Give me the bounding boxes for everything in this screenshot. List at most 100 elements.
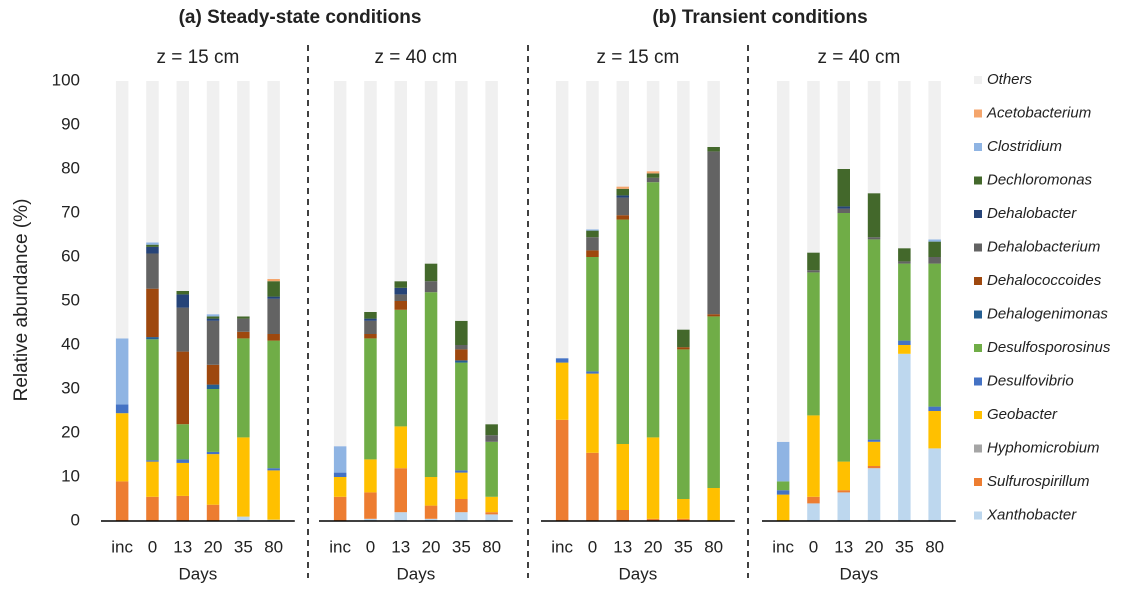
bar-segment xyxy=(394,309,407,427)
x-tick-label: 35 xyxy=(895,537,914,556)
bar-segment xyxy=(364,81,377,312)
bar-segment xyxy=(206,81,220,315)
bar-segment xyxy=(267,281,280,297)
bar-segment xyxy=(898,261,911,264)
bar-segment xyxy=(837,492,850,521)
bar-segment xyxy=(206,384,220,389)
bar-segment xyxy=(616,186,629,189)
bar-segment xyxy=(677,347,690,350)
bar-segment xyxy=(424,518,438,521)
bar-segment xyxy=(424,292,438,477)
bar-segment xyxy=(267,470,280,520)
bar-segment xyxy=(115,338,129,405)
bar-segment xyxy=(394,281,407,288)
bar-segment xyxy=(455,470,468,473)
bar-segment xyxy=(364,318,377,321)
legend-label: Sulfurospirillum xyxy=(987,473,1090,490)
bar-segment xyxy=(485,512,498,515)
legend-swatch xyxy=(974,243,982,252)
bar-segment xyxy=(807,272,820,416)
bar-segment xyxy=(364,492,377,519)
bar-segment xyxy=(176,495,189,521)
bar-segment xyxy=(206,320,220,365)
bar-segment xyxy=(115,404,129,414)
bar-segment xyxy=(867,468,881,521)
bar-segment xyxy=(455,512,468,521)
bar-segment xyxy=(206,364,220,385)
bar-segment xyxy=(867,81,881,194)
bar-segment xyxy=(455,320,468,345)
bar-segment xyxy=(898,81,911,249)
bar-segment xyxy=(267,279,280,282)
bar-segment xyxy=(424,263,438,282)
bar-segment xyxy=(677,499,690,519)
y-axis-label: Relative abundance (%) xyxy=(11,199,32,402)
legend-swatch xyxy=(974,143,982,151)
bar-segment xyxy=(237,318,250,332)
legend-label: Dechloromonas xyxy=(987,171,1093,188)
bar-segment xyxy=(707,316,720,488)
bar-segment xyxy=(455,345,468,350)
bar-segment xyxy=(237,81,250,317)
legend-swatch xyxy=(974,444,982,453)
x-tick-label: inc xyxy=(551,537,573,556)
bar-segment xyxy=(807,252,820,271)
bar-segment xyxy=(928,81,941,240)
bar-segment xyxy=(837,490,850,493)
bar-segment xyxy=(837,213,850,462)
x-tick-label: 0 xyxy=(366,537,375,556)
bar-segment xyxy=(394,301,407,310)
bar-segment xyxy=(586,237,599,251)
x-tick-label: 20 xyxy=(204,537,223,556)
panel-subtitle: z = 40 cm xyxy=(817,47,900,68)
x-axis-label: Days xyxy=(840,564,879,583)
legend-label: Geobacter xyxy=(987,406,1058,423)
bar-segment xyxy=(364,334,377,339)
bar-segment xyxy=(555,362,569,420)
x-tick-label: 80 xyxy=(925,537,944,556)
legend-label: Acetobacterium xyxy=(986,104,1091,121)
bar-segment xyxy=(867,441,881,466)
legend-label: Dehalobacterium xyxy=(987,238,1100,255)
y-tick-label: 0 xyxy=(71,510,80,529)
y-tick-label: 50 xyxy=(61,290,80,309)
bar-segment xyxy=(333,446,347,473)
bar-segment xyxy=(646,518,660,521)
y-tick-label: 30 xyxy=(61,378,80,397)
bar-segment xyxy=(616,188,629,196)
legend-swatch xyxy=(974,511,982,520)
bar-segment xyxy=(237,316,250,319)
bar-segment xyxy=(807,496,820,504)
bar-segment xyxy=(146,81,159,243)
x-tick-label: 80 xyxy=(482,537,501,556)
bar-segment xyxy=(364,459,377,493)
y-tick-label: 10 xyxy=(61,466,80,485)
y-tick-label: 90 xyxy=(61,114,80,133)
x-tick-label: inc xyxy=(329,537,351,556)
bar-segment xyxy=(646,173,660,178)
bar-segment xyxy=(424,281,438,293)
bar-segment xyxy=(646,177,660,183)
bar-segment xyxy=(394,512,407,521)
bar-segment xyxy=(898,263,911,341)
y-tick-label: 40 xyxy=(61,334,80,353)
legend-swatch xyxy=(974,109,982,118)
bar-segment xyxy=(646,437,660,519)
bar-segment xyxy=(424,505,438,519)
x-tick-label: 35 xyxy=(452,537,471,556)
bar-segment xyxy=(394,426,407,469)
bar-segment xyxy=(677,518,690,521)
legend-label: Hyphomicrobium xyxy=(987,439,1100,456)
legend-swatch xyxy=(974,478,982,486)
bar-segment xyxy=(928,411,941,449)
bar-segment xyxy=(206,389,220,452)
bar-segment xyxy=(616,219,629,444)
bar-segment xyxy=(424,81,438,264)
legend-swatch xyxy=(974,176,982,185)
x-tick-label: inc xyxy=(772,537,794,556)
bar-segment xyxy=(333,496,347,521)
bar-segment xyxy=(176,351,189,425)
bar-segment xyxy=(364,518,377,521)
bar-segment xyxy=(898,353,911,521)
